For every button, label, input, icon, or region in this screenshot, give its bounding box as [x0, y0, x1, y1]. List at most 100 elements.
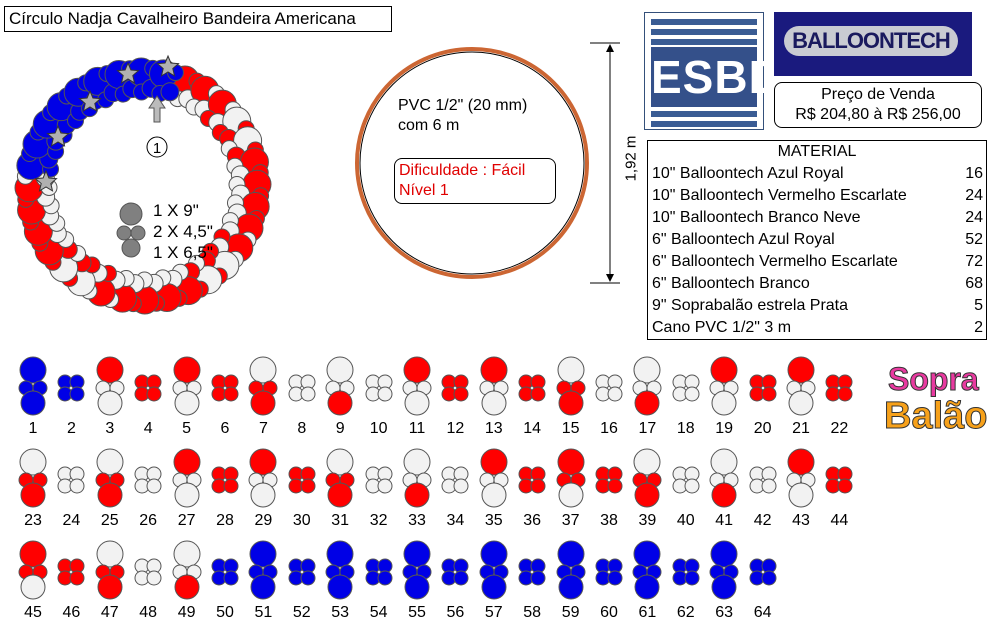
- material-item-name: Cano PVC 1/2" 3 m: [652, 319, 792, 336]
- module-cross-balloon: [146, 386, 162, 402]
- module-top-balloon: [403, 448, 431, 476]
- module-number: 53: [331, 604, 350, 621]
- module-balloons: [248, 540, 278, 600]
- balloon-module: 1: [13, 352, 53, 438]
- module-top-balloon: [633, 448, 661, 476]
- module-balloons: [479, 356, 509, 416]
- material-item-qty: 16: [965, 165, 983, 182]
- module-cross-balloon: [607, 478, 623, 494]
- balloon-module: 8: [282, 352, 322, 438]
- material-item: 6" Balloontech Azul Royal 52: [648, 229, 986, 251]
- module-number: 14: [523, 420, 542, 437]
- balloon-module: 29: [243, 444, 283, 530]
- module-balloons: [441, 466, 469, 494]
- material-item: 10" Balloontech Vermelho Escarlate 24: [648, 185, 986, 207]
- module-balloons: [709, 540, 739, 600]
- module-top-balloon: [633, 540, 661, 568]
- balloon-module: 56: [435, 536, 475, 622]
- pointer-circle: [146, 136, 168, 158]
- module-balloons: [786, 448, 816, 508]
- module-top-balloon: [173, 540, 201, 568]
- module-balloons: [556, 356, 586, 416]
- module-balloons: [402, 540, 432, 600]
- module-top-balloon: [96, 540, 124, 568]
- module-number: 30: [292, 512, 311, 529]
- module-balloons: [211, 558, 239, 586]
- module-number: 47: [100, 604, 119, 621]
- balloon-module: 54: [359, 536, 399, 622]
- material-item-name: 6" Balloontech Branco: [652, 275, 810, 292]
- pointer-label: 1: [153, 140, 161, 157]
- balloon-module: 18: [666, 352, 706, 438]
- module-balloons: [325, 540, 355, 600]
- balloon-module: 36: [512, 444, 552, 530]
- module-number: 29: [254, 512, 273, 529]
- module-cross-balloon: [761, 478, 777, 494]
- module-cross-balloon: [761, 386, 777, 402]
- module-number: 19: [715, 420, 734, 437]
- module-balloons: [288, 558, 316, 586]
- balloon-module: 24: [51, 444, 91, 530]
- balloon-module: 21: [781, 352, 821, 438]
- module-top-balloon: [326, 448, 354, 476]
- balloon-module: 32: [359, 444, 399, 530]
- module-number: 5: [182, 420, 192, 437]
- balloon-module: 10: [359, 352, 399, 438]
- material-item: 10" Balloontech Branco Neve 24: [648, 207, 986, 229]
- module-cross-balloon: [223, 386, 239, 402]
- module-balloons: [288, 466, 316, 494]
- module-cross-balloon: [530, 570, 546, 586]
- balloon-module: 64: [743, 536, 783, 622]
- legend-balloon-icon: [116, 202, 146, 258]
- module-bottom-balloon: [250, 390, 276, 416]
- balloon-module: 17: [627, 352, 667, 438]
- price-box: Preço de Venda R$ 204,80 à R$ 256,00: [774, 82, 982, 128]
- module-number: 7: [258, 420, 268, 437]
- module-number: 36: [523, 512, 542, 529]
- module-cross-balloon: [300, 478, 316, 494]
- module-number: 15: [561, 420, 580, 437]
- module-balloons: [57, 374, 85, 402]
- module-top-balloon: [249, 448, 277, 476]
- balloon-module: 19: [704, 352, 744, 438]
- soprabalao-logo-line-1: Sopra: [888, 361, 979, 397]
- module-bottom-balloon: [634, 574, 660, 600]
- soprabalao-logo-line-2: Balão: [884, 395, 987, 437]
- module-balloons: [211, 374, 239, 402]
- pvc-line-2: com 6 m: [398, 117, 460, 134]
- balloon-module: 28: [205, 444, 245, 530]
- module-cross-balloon: [837, 478, 853, 494]
- balloon-module: 43: [781, 444, 821, 530]
- module-bottom-balloon: [20, 390, 46, 416]
- star-balloon-icon: [46, 124, 70, 147]
- balloon-module: 42: [743, 444, 783, 530]
- module-number: 25: [100, 512, 119, 529]
- module-cross-balloon: [761, 570, 777, 586]
- balloon-module: 45: [13, 536, 53, 622]
- module-top-balloon: [249, 356, 277, 384]
- module-top-balloon: [19, 540, 47, 568]
- module-balloons: [749, 466, 777, 494]
- module-number: 27: [177, 512, 196, 529]
- balloon-module: 9: [320, 352, 360, 438]
- module-balloons: [95, 356, 125, 416]
- material-item-qty: 2: [974, 319, 983, 336]
- module-number: 57: [484, 604, 503, 621]
- module-number: 24: [62, 512, 81, 529]
- module-number: 6: [220, 420, 230, 437]
- module-balloons: [595, 466, 623, 494]
- module-balloons: [709, 356, 739, 416]
- module-top-balloon: [480, 540, 508, 568]
- material-item-qty: 52: [965, 231, 983, 248]
- module-cross-balloon: [607, 570, 623, 586]
- module-number: 11: [408, 420, 426, 437]
- module-balloons: [211, 466, 239, 494]
- module-top-balloon: [557, 356, 585, 384]
- balloon-module: 27: [167, 444, 207, 530]
- module-number: 2: [66, 420, 76, 437]
- module-number: 8: [297, 420, 307, 437]
- module-top-balloon: [710, 448, 738, 476]
- material-item-name: 9" Soprabalão estrela Prata: [652, 297, 849, 314]
- module-balloons: [441, 558, 469, 586]
- module-balloons: [749, 374, 777, 402]
